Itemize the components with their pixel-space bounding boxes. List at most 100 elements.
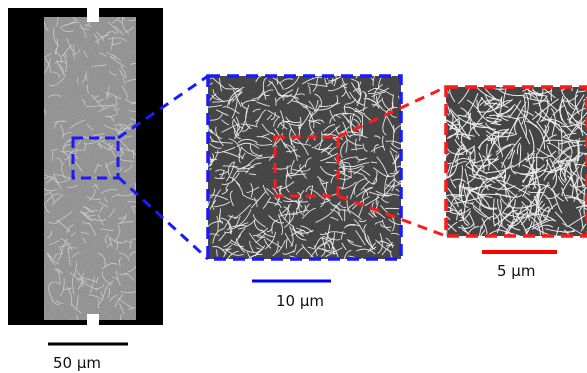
fiber — [283, 142, 292, 154]
fiber — [475, 87, 502, 101]
fiber — [73, 261, 77, 278]
fiber — [110, 57, 122, 62]
fiber — [109, 55, 126, 68]
fiber — [63, 287, 72, 290]
fiber — [62, 54, 67, 73]
fiber — [128, 109, 136, 112]
fiber — [111, 193, 120, 198]
fiber — [485, 130, 517, 138]
fiber — [220, 217, 232, 235]
fiber — [225, 184, 229, 192]
fiber — [385, 182, 401, 187]
fiber — [130, 102, 136, 105]
fiber — [333, 201, 342, 210]
fiber — [122, 78, 126, 85]
fiber — [390, 76, 392, 78]
fiber — [118, 252, 129, 261]
fiber — [288, 124, 297, 136]
fiber — [541, 87, 556, 99]
fiber — [104, 196, 108, 203]
fiber — [518, 144, 522, 168]
fiber — [252, 214, 267, 228]
fiber — [451, 194, 464, 197]
fiber — [532, 153, 538, 190]
fiber — [121, 17, 130, 34]
fiber — [45, 193, 61, 203]
fiber — [82, 237, 86, 244]
fiber — [446, 162, 454, 165]
fiber — [227, 89, 243, 107]
fiber — [78, 273, 84, 290]
fiber — [366, 97, 375, 103]
fiber — [118, 272, 129, 276]
fiber — [540, 150, 557, 159]
fiber — [344, 98, 357, 105]
fiber — [451, 161, 467, 169]
fiber — [559, 229, 575, 233]
fiber — [255, 142, 273, 146]
fiber — [526, 87, 553, 95]
fiber — [86, 105, 106, 108]
fiber — [389, 150, 396, 173]
fiber — [371, 103, 383, 109]
fiber — [321, 237, 335, 255]
fiber — [49, 77, 65, 87]
fiber — [533, 195, 549, 221]
fiber — [521, 168, 539, 183]
fiber — [475, 153, 492, 174]
fiber — [210, 76, 225, 89]
fiber — [58, 242, 71, 248]
fiber — [220, 171, 225, 179]
fiber — [583, 186, 586, 215]
fiber — [69, 149, 82, 156]
fiber — [233, 118, 244, 130]
fiber — [584, 153, 587, 156]
fiber — [524, 156, 544, 161]
fiber — [473, 174, 496, 184]
fiber — [245, 109, 252, 130]
fiber — [110, 36, 114, 51]
fiber — [66, 224, 74, 234]
fiber — [289, 225, 294, 247]
fiber — [221, 172, 240, 185]
fiber — [257, 89, 274, 101]
fiber — [81, 98, 86, 106]
fiber — [525, 129, 535, 163]
fiber — [82, 282, 98, 291]
fiber — [376, 156, 389, 177]
fiber — [464, 168, 470, 195]
fiber — [98, 143, 103, 150]
fiber — [343, 105, 347, 114]
fiber — [370, 210, 377, 218]
fiber — [98, 52, 108, 57]
fiber — [120, 65, 127, 79]
fiber — [446, 171, 456, 179]
fiber — [487, 159, 491, 171]
fiber — [375, 96, 390, 114]
fiber — [227, 161, 236, 175]
fiber — [352, 87, 361, 93]
fiber — [375, 190, 393, 196]
fiber — [513, 168, 548, 175]
fiber — [93, 95, 100, 99]
fiber — [119, 257, 122, 267]
fiber — [284, 144, 298, 161]
fiber — [381, 97, 386, 106]
fiber — [481, 215, 495, 229]
fiber — [76, 314, 78, 320]
fiber — [130, 206, 135, 214]
fiber — [208, 100, 209, 102]
fiber — [320, 199, 331, 205]
fiber — [561, 144, 583, 155]
fiber — [221, 188, 229, 195]
fiber — [370, 146, 385, 153]
fiber — [316, 76, 319, 82]
fiber — [523, 92, 529, 124]
fiber — [473, 121, 481, 137]
fiber — [120, 291, 136, 294]
fiber — [360, 181, 369, 191]
fiber — [480, 229, 486, 236]
fiber — [382, 116, 387, 136]
fiber — [56, 17, 59, 27]
fiber — [446, 185, 459, 208]
